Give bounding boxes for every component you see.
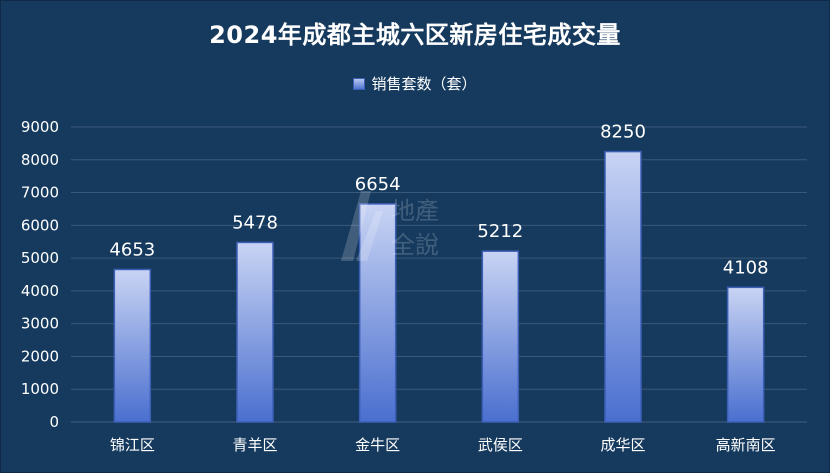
chart-title: 2024年成都主城六区新房住宅成交量 xyxy=(209,21,621,49)
svg-text:地產: 地產 xyxy=(391,197,439,225)
legend-label: 销售套数（套） xyxy=(371,75,477,93)
chart-legend: 销售套数（套） xyxy=(1,73,829,94)
data-label: 5478 xyxy=(232,212,278,233)
bar xyxy=(481,250,520,423)
x-tick-label: 武侯区 xyxy=(478,436,523,454)
svg-text:全說: 全說 xyxy=(391,231,439,259)
data-label: 5212 xyxy=(477,221,523,242)
data-label: 4653 xyxy=(109,239,155,260)
x-tick-label: 锦江区 xyxy=(110,436,155,454)
bar xyxy=(358,203,397,423)
bar xyxy=(726,286,765,423)
y-tick-label: 9000 xyxy=(21,118,59,136)
x-tick-label: 金牛区 xyxy=(355,436,400,454)
y-tick-label: 5000 xyxy=(21,249,59,267)
data-label: 4108 xyxy=(723,257,769,278)
y-tick-label: 8000 xyxy=(21,151,59,169)
y-tick-label: 1000 xyxy=(21,380,59,398)
x-tick-label: 青羊区 xyxy=(232,436,277,454)
y-tick-label: 4000 xyxy=(21,282,59,300)
bar xyxy=(236,241,274,423)
watermark-logo: 地產 全說 xyxy=(331,181,471,271)
legend-swatch-icon xyxy=(353,77,366,90)
y-tick-label: 7000 xyxy=(21,184,59,202)
y-tick-label: 6000 xyxy=(21,216,59,234)
data-label: 6654 xyxy=(355,174,401,195)
data-label: 8250 xyxy=(600,122,646,143)
y-tick-label: 0 xyxy=(49,413,59,431)
y-tick-label: 2000 xyxy=(21,347,59,365)
bar xyxy=(113,268,152,423)
y-tick-label: 3000 xyxy=(21,315,59,333)
bar xyxy=(604,150,642,423)
x-tick-label: 成华区 xyxy=(600,436,645,454)
x-tick-label: 高新南区 xyxy=(716,436,776,454)
